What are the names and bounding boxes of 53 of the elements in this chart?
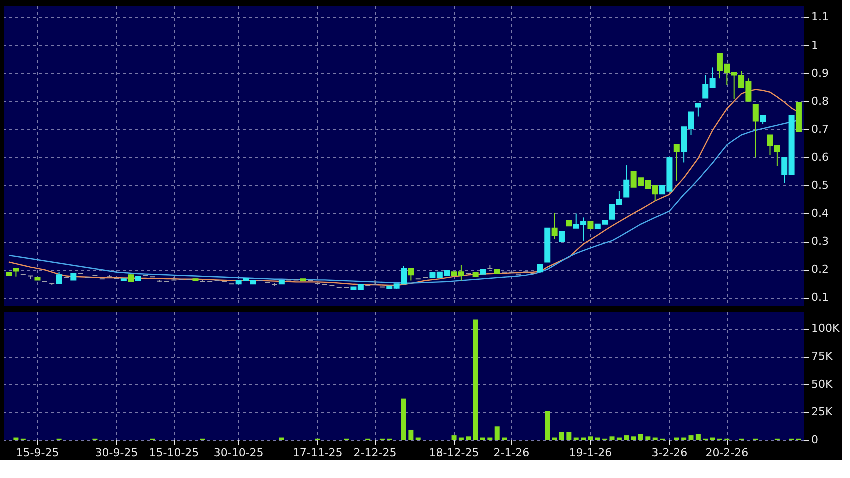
- candlestick: [372, 280, 378, 286]
- candlestick: [674, 144, 680, 182]
- x-tick-label: 18-12-25: [429, 446, 480, 460]
- x-tick-label: 15-10-25: [149, 446, 200, 460]
- y-tick-label: 50K: [812, 378, 834, 391]
- x-tick-label: 30-9-25: [95, 446, 138, 460]
- y-tick-label: 0.6: [812, 150, 829, 164]
- x-tick-label: 2-12-25: [354, 446, 397, 460]
- bar: [402, 398, 406, 440]
- bar: [688, 436, 694, 440]
- candlestick: [558, 231, 565, 242]
- bar: [610, 436, 615, 440]
- y-tick-label: 1: [812, 38, 818, 52]
- y-tick-label: 75K: [812, 350, 834, 364]
- bar: [646, 436, 651, 440]
- x-tick-label: 30-10-25: [214, 446, 264, 460]
- x-tick-label: 15-9-25: [16, 446, 60, 460]
- y-tick-label: 0.8: [812, 94, 829, 108]
- y-tick-label: 0.7: [812, 122, 829, 136]
- x-tick-label: 2-1-26: [494, 446, 530, 460]
- bar: [566, 432, 572, 440]
- candlestick: [695, 103, 702, 118]
- y-tick-label: 1.1: [812, 10, 829, 24]
- y-tick-label: 0.2: [812, 263, 829, 276]
- bar: [638, 434, 644, 440]
- y-tick-label: 0.3: [812, 235, 829, 248]
- bar: [466, 436, 472, 440]
- x-tick-label: 17-11-25: [292, 446, 343, 460]
- x-tick-label: 3-2-26: [652, 446, 688, 460]
- candlestick: [56, 272, 62, 284]
- y-tick-label: 0.4: [812, 206, 829, 220]
- bar: [408, 430, 414, 440]
- bar: [494, 426, 500, 440]
- y-tick-label: 0.1: [812, 291, 829, 304]
- y-tick-label: 0.5: [812, 178, 829, 192]
- y-tick-label: 25K: [812, 406, 834, 419]
- bar: [559, 432, 564, 440]
- candlestick: [624, 165, 630, 198]
- bar: [545, 411, 550, 440]
- bar: [631, 436, 636, 440]
- bar: [473, 320, 478, 440]
- candlestick: [752, 104, 759, 158]
- x-tick-label: 20-2-26: [706, 446, 749, 460]
- bar: [588, 436, 594, 440]
- bar: [624, 436, 630, 440]
- y-tick-label: 0.9: [812, 66, 829, 80]
- x-tick-label: 19-1-26: [569, 446, 612, 460]
- y-tick-label: 100K: [812, 322, 840, 336]
- y-tick-label: 0: [812, 434, 818, 446]
- candlestick: [552, 212, 558, 240]
- candlestick: [408, 268, 414, 282]
- bar: [696, 434, 701, 440]
- bar: [452, 436, 457, 440]
